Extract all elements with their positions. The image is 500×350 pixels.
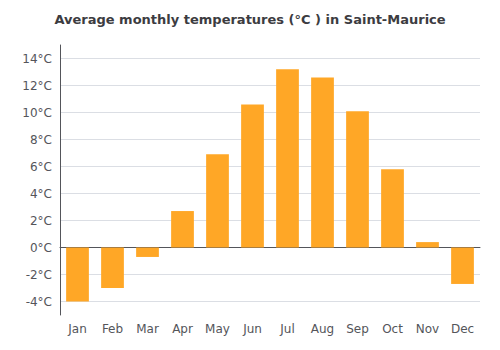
svg-text:Feb: Feb [102,322,123,336]
svg-text:Jan: Jan [67,322,87,336]
svg-text:Average monthly temperatures (: Average monthly temperatures (°C ) in Sa… [54,12,445,27]
svg-text:Apr: Apr [172,322,193,336]
svg-text:Oct: Oct [382,322,403,336]
svg-text:14°C: 14°C [22,52,52,66]
svg-text:Sep: Sep [346,322,369,336]
svg-text:2°C: 2°C [30,214,52,228]
svg-text:8°C: 8°C [30,133,52,147]
svg-text:-4°C: -4°C [26,295,52,309]
svg-text:-2°C: -2°C [26,268,52,282]
svg-text:Jul: Jul [279,322,294,336]
svg-text:Nov: Nov [416,322,439,336]
svg-text:10°C: 10°C [22,106,52,120]
svg-text:12°C: 12°C [22,79,52,93]
svg-text:6°C: 6°C [30,160,52,174]
svg-text:Mar: Mar [136,322,159,336]
svg-text:Aug: Aug [311,322,334,336]
svg-text:Dec: Dec [451,322,474,336]
svg-text:Jun: Jun [242,322,262,336]
svg-text:0°C: 0°C [30,241,52,255]
svg-text:4°C: 4°C [30,187,52,201]
svg-text:May: May [205,322,230,336]
